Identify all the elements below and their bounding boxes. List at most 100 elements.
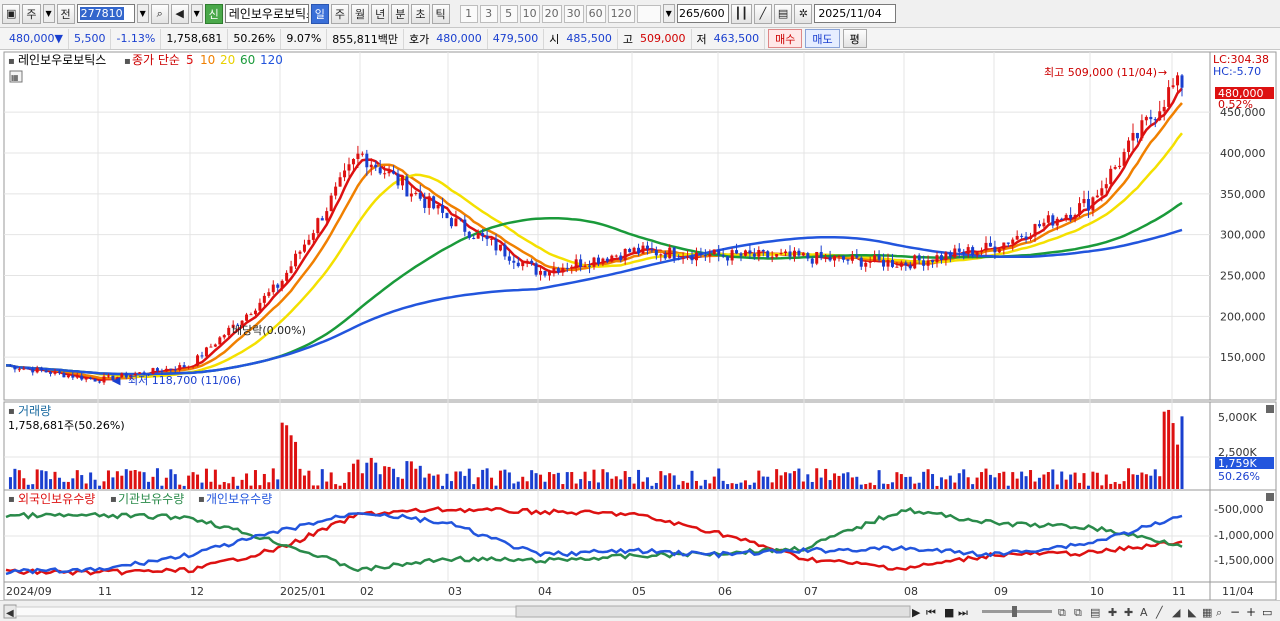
volume-bar [1153, 469, 1157, 489]
line-tool-icon[interactable]: ╱ [1155, 605, 1164, 619]
volume-bar [53, 471, 57, 489]
x-axis-label: 12 [190, 585, 204, 598]
volume-panel-close-icon[interactable] [1266, 405, 1274, 413]
candle-body [619, 255, 623, 261]
candle-body [543, 270, 547, 276]
measure-icon[interactable]: ✚ [1124, 606, 1133, 619]
period-month-button[interactable]: 월 [351, 3, 370, 24]
interval-60-button[interactable]: 60 [585, 4, 606, 23]
price-panel-title[interactable]: 레인보우로보틱스 [18, 53, 106, 67]
scrollbar-thumb[interactable] [515, 605, 911, 618]
panel-menu-icon[interactable]: ▪ [8, 56, 15, 67]
fibo-tool-icon[interactable]: ◢ [1172, 606, 1181, 619]
fast-forward-icon[interactable]: ⏭ [958, 606, 968, 619]
candle-body [400, 176, 404, 186]
interval-30-button[interactable]: 30 [563, 4, 584, 23]
volume-bar [249, 485, 253, 489]
play-next-icon[interactable]: ▶ [912, 606, 921, 619]
speaker-dropdown-icon[interactable]: ▼ [190, 4, 203, 23]
period-week-button[interactable]: 주 [330, 3, 350, 24]
current-price-tag-bg [1215, 87, 1274, 99]
candle-body [1020, 235, 1024, 237]
calendar-icon[interactable] [9, 70, 23, 83]
holding-panel-close-icon[interactable] [1266, 493, 1274, 501]
candle-body [320, 218, 324, 221]
sell-button[interactable]: 매도 [805, 29, 840, 48]
stop-icon[interactable]: ■ [944, 606, 954, 619]
draw-tool-icon[interactable]: ╱ [753, 3, 772, 24]
interval-3-button[interactable]: 3 [479, 4, 498, 23]
volume-bar [663, 475, 667, 489]
holding-menu-icon[interactable]: ▪ [8, 494, 15, 505]
search-icon[interactable]: ⌕ [150, 3, 169, 24]
bottom-control-bar: ◀ ▶ ⏮ ■ ⏭ ⧉ ⧉ ▤ ✚ ✚ A ╱ ◢ ◣ ▦ ⌕ − + ▭ [0, 600, 1280, 621]
bar-count-field[interactable]: 265/600 [676, 4, 729, 23]
period-minute-button[interactable]: 분 [391, 3, 410, 24]
price-axis [1209, 51, 1277, 401]
stock-code-dropdown-icon[interactable]: ▼ [136, 4, 149, 23]
candle-body [485, 235, 489, 240]
zoom-in-icon[interactable]: + [1246, 605, 1256, 619]
candle-body [935, 255, 939, 263]
print-icon[interactable]: ▤ [1090, 606, 1100, 619]
price-tick-label: 450,000 [1220, 106, 1266, 119]
period-day-button[interactable]: 일 [310, 3, 329, 24]
shape-tool-icon[interactable]: ◣ [1188, 606, 1197, 619]
table-icon[interactable]: ▦ [1202, 606, 1212, 619]
candle-body [111, 375, 115, 380]
speaker-icon[interactable]: ◀ [170, 3, 189, 24]
candle-body [280, 280, 284, 288]
period-type-dropdown-icon[interactable]: ▼ [42, 4, 55, 23]
volume-bar [378, 474, 382, 489]
interval-120-button[interactable]: 120 [607, 4, 635, 23]
interval-5-button[interactable]: 5 [499, 4, 518, 23]
candle-body [1104, 184, 1108, 189]
buy-button[interactable]: 매수 [768, 29, 803, 48]
zoom-out-icon[interactable]: − [1230, 605, 1240, 619]
volume-panel-title[interactable]: 거래량 [18, 404, 51, 418]
prev-button[interactable]: 전 [56, 3, 75, 24]
candle-body [423, 198, 427, 208]
interval-1-button[interactable]: 1 [459, 4, 478, 23]
eval-button[interactable]: 평 [842, 29, 867, 48]
stock-name-field[interactable]: 레인보우로보틱스 [224, 4, 309, 23]
interval-dropdown-icon[interactable]: ▼ [662, 4, 675, 23]
candle-body [98, 381, 102, 383]
interval-10-button[interactable]: 10 [519, 4, 540, 23]
expand-icon[interactable]: ▭ [1262, 606, 1272, 619]
volume-bar [387, 466, 391, 489]
candle-body [245, 314, 249, 321]
rewind-icon[interactable]: ⏮ [926, 606, 936, 619]
stock-chart[interactable]: ▪ 레인보우로보틱스 ▪ 종가 단순 5 10 20 60 120 ▦ 최고 5… [0, 50, 1280, 602]
copy-icon[interactable]: ⧉ [1058, 606, 1066, 619]
candle-body [445, 212, 449, 219]
text-tool-icon[interactable]: A [1140, 606, 1148, 619]
candle-body [886, 260, 890, 267]
period-second-button[interactable]: 초 [411, 3, 430, 24]
scrollbar-track[interactable] [15, 606, 517, 617]
interval-custom-input[interactable] [636, 4, 661, 23]
volume-bar [561, 484, 565, 489]
zoom-icon[interactable]: ⌕ [1216, 606, 1222, 619]
legend-menu-icon[interactable]: ▪ [124, 56, 131, 67]
candle-style-icon[interactable]: ┃┃ [730, 3, 752, 24]
settings-gear-icon[interactable]: ✲ [794, 3, 813, 24]
window-menu-icon[interactable]: ▣ [2, 3, 21, 24]
volume-bar [908, 476, 912, 489]
interval-20-button[interactable]: 20 [541, 4, 562, 23]
stock-code-input[interactable]: 277810 [76, 4, 135, 23]
date-field[interactable]: 2025/11/04 [814, 4, 897, 23]
speed-slider-handle[interactable] [1012, 606, 1017, 617]
candle-body [463, 219, 467, 232]
volume-bar [476, 477, 480, 489]
volume-bar [846, 472, 850, 489]
save-icon[interactable]: ▤ [773, 3, 793, 24]
layout-icon[interactable]: ⧉ [1074, 606, 1082, 619]
volume-bar [1060, 471, 1064, 489]
period-year-button[interactable]: 년 [371, 3, 390, 24]
period-type-select[interactable]: 주 [22, 3, 41, 24]
period-tick-button[interactable]: 틱 [431, 3, 450, 24]
candle-body [926, 260, 930, 266]
volume-menu-icon[interactable]: ▪ [8, 406, 15, 417]
crosshair-icon[interactable]: ✚ [1108, 606, 1117, 619]
